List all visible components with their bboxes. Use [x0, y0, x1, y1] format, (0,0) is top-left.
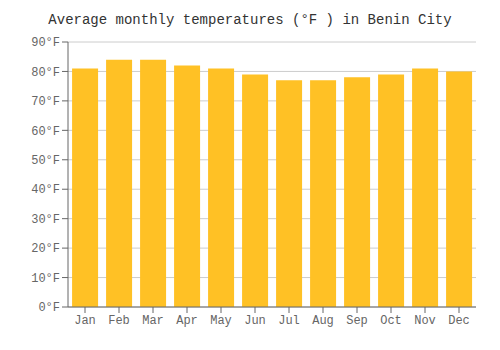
svg-text:Feb: Feb: [108, 314, 130, 328]
svg-text:90°F: 90°F: [31, 36, 60, 50]
svg-text:Nov: Nov: [414, 314, 436, 328]
svg-text:70°F: 70°F: [31, 95, 60, 109]
svg-text:May: May: [210, 314, 232, 328]
svg-text:Mar: Mar: [142, 314, 164, 328]
svg-text:Oct: Oct: [380, 314, 402, 328]
svg-text:30°F: 30°F: [31, 213, 60, 227]
svg-text:10°F: 10°F: [31, 272, 60, 286]
svg-text:Sep: Sep: [346, 314, 368, 328]
svg-text:60°F: 60°F: [31, 125, 60, 139]
svg-text:0°F: 0°F: [38, 301, 60, 315]
svg-text:40°F: 40°F: [31, 183, 60, 197]
svg-text:Dec: Dec: [448, 314, 470, 328]
svg-text:Aug: Aug: [312, 314, 334, 328]
html-text:Average monthly temperatures (: Average monthly temperatures (°F ) in Be…: [48, 12, 452, 28]
svg-text:Jan: Jan: [74, 314, 96, 328]
svg-text:Jun: Jun: [244, 314, 266, 328]
svg-text:50°F: 50°F: [31, 154, 60, 168]
svg-text:Jul: Jul: [278, 314, 300, 328]
svg-text:Apr: Apr: [176, 314, 198, 328]
svg-text:20°F: 20°F: [31, 242, 60, 256]
svg-text:80°F: 80°F: [31, 66, 60, 80]
